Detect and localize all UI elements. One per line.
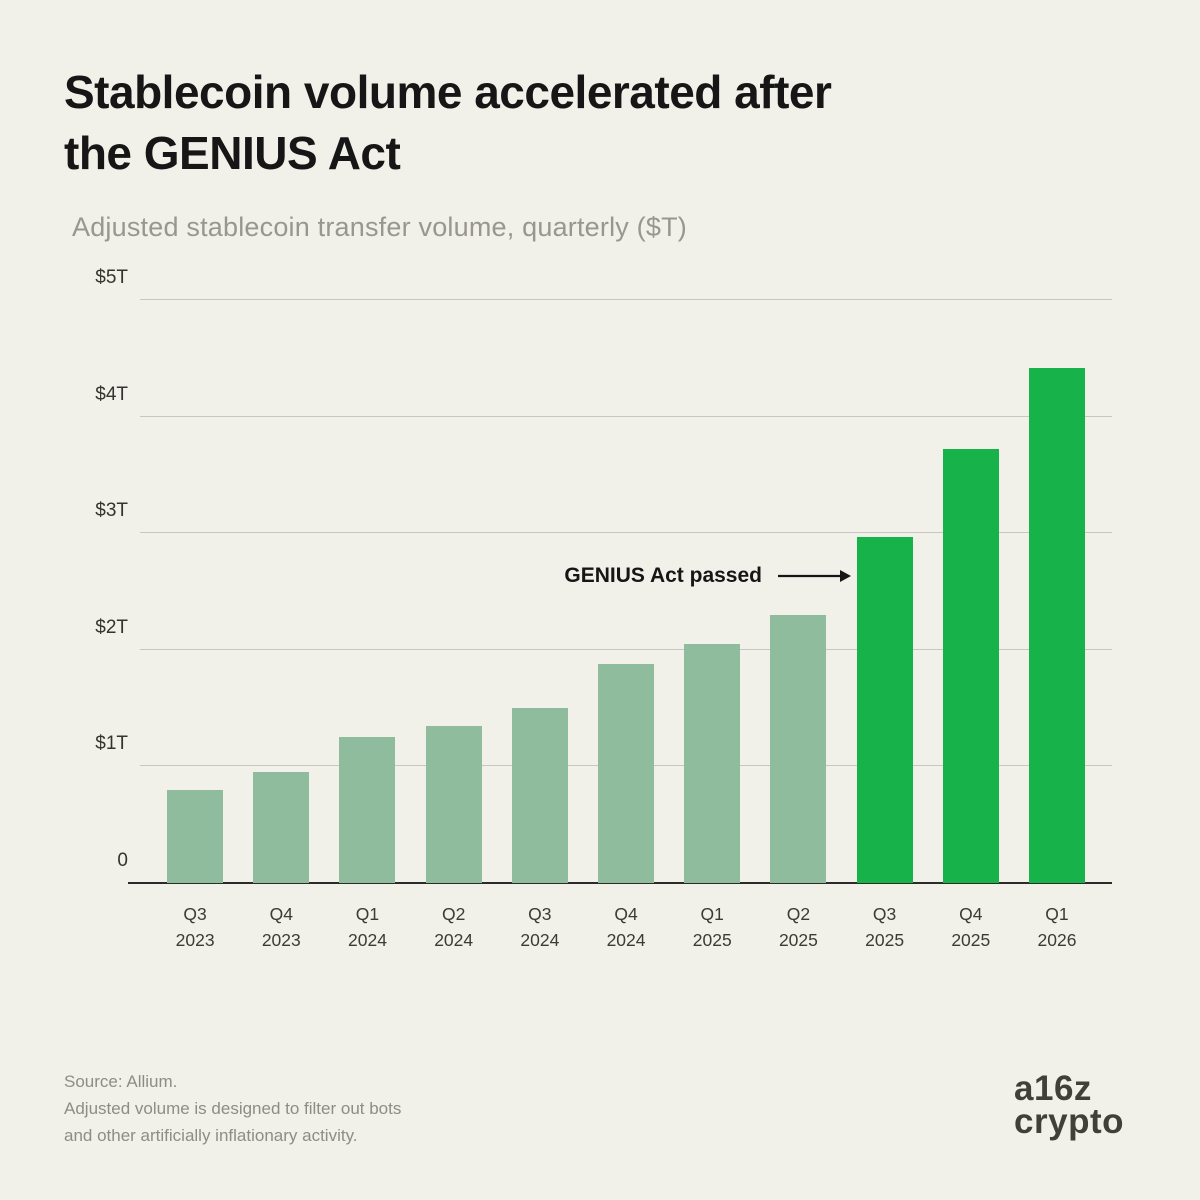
- y-tick-label: $4T: [95, 383, 128, 405]
- annotation-text: GENIUS Act passed: [564, 564, 762, 587]
- x-tick-label: Q4 2024: [606, 904, 646, 950]
- bar-Q4-2025: [942, 449, 999, 883]
- y-tick-label: $5T: [95, 267, 128, 288]
- bar-slot: Q4 2023: [238, 300, 324, 950]
- y-tick-label: $1T: [95, 733, 128, 755]
- y-tick-label: $3T: [95, 500, 128, 522]
- plot-area: Q3 2023 Q4 2023 Q1 2024 Q2 2024 Q3 2024 Q4 2024 Q1 20…: [128, 299, 1112, 950]
- bar-Q3-2025: [856, 536, 913, 883]
- source-line: Source: Allium.: [64, 1072, 178, 1091]
- bar-Q4-2024: [598, 663, 655, 883]
- a16z-crypto-logo: a16z crypto: [1014, 1069, 1124, 1142]
- bar-slot: Q4 2024: [583, 300, 669, 950]
- bar-slot: Q1 2025: [669, 300, 755, 950]
- bar-slot: Q1 2024: [324, 300, 410, 950]
- gridline: [140, 532, 1112, 534]
- bar-slot: Q3 2023: [152, 300, 238, 950]
- page-title-line2: the GENIUS Act: [64, 126, 401, 179]
- logo-line2: crypto: [1014, 1102, 1124, 1142]
- note-line2: and other artificially inflationary acti…: [64, 1126, 358, 1145]
- gridline: [140, 648, 1112, 650]
- page-title: Stablecoin volume accelerated after the …: [64, 62, 832, 183]
- genius-act-annotation: GENIUS Act passed: [564, 564, 852, 588]
- x-tick-label: Q3 2024: [520, 904, 560, 950]
- gridline: [140, 415, 1112, 417]
- y-tick-label: 0: [117, 850, 128, 871]
- bar-slot: Q1 2026: [1014, 300, 1100, 950]
- arrow-right-icon: [778, 570, 851, 582]
- bar-slot: Q3 2024: [497, 300, 583, 950]
- y-tick-label: $2T: [95, 616, 128, 638]
- bar-Q3-2023: [167, 789, 224, 883]
- x-axis-baseline: [128, 882, 1112, 884]
- gridline: [140, 299, 1112, 300]
- bar-Q2-2024: [425, 725, 482, 883]
- x-tick-label: Q1 2025: [692, 904, 732, 950]
- bar-Q4-2023: [253, 772, 310, 883]
- page-title-line1: Stablecoin volume accelerated after: [64, 66, 832, 118]
- bar-slot: Q2 2025: [755, 300, 841, 950]
- bar-Q2-2025: [770, 614, 827, 883]
- x-tick-label: Q4 2025: [951, 904, 991, 950]
- y-axis-labels: 0 $1T $2T $3T $4T $5T: [40, 267, 128, 883]
- logo-line1: a16z: [1014, 1069, 1092, 1108]
- bar-Q1-2024: [339, 737, 396, 883]
- x-tick-label: Q1 2026: [1037, 904, 1077, 950]
- chart-subtitle: Adjusted stablecoin transfer volume, qua…: [72, 212, 687, 242]
- bar-Q1-2025: [684, 643, 741, 883]
- bar-Q3-2024: [511, 708, 568, 883]
- bar-slot: Q4 2025: [928, 300, 1014, 950]
- x-tick-label: Q3 2023: [175, 904, 215, 950]
- x-tick-label: Q2 2025: [778, 904, 818, 950]
- bar-Q1-2026: [1028, 367, 1085, 883]
- x-tick-label: Q2 2024: [434, 904, 474, 950]
- bar-slot: Q3 2025: [842, 300, 928, 950]
- bar-slot: Q2 2024: [411, 300, 497, 950]
- x-tick-label: Q4 2023: [261, 904, 301, 950]
- bars-container: Q3 2023 Q4 2023 Q1 2024 Q2 2024 Q3 2024 Q4 2024 Q1 20…: [140, 300, 1112, 950]
- note-line1: Adjusted volume is designed to filter ou…: [64, 1099, 402, 1118]
- x-tick-label: Q1 2024: [348, 904, 387, 950]
- source-notes: Source: Allium. Adjusted volume is desig…: [64, 1068, 401, 1149]
- x-tick-label: Q3 2025: [865, 904, 905, 950]
